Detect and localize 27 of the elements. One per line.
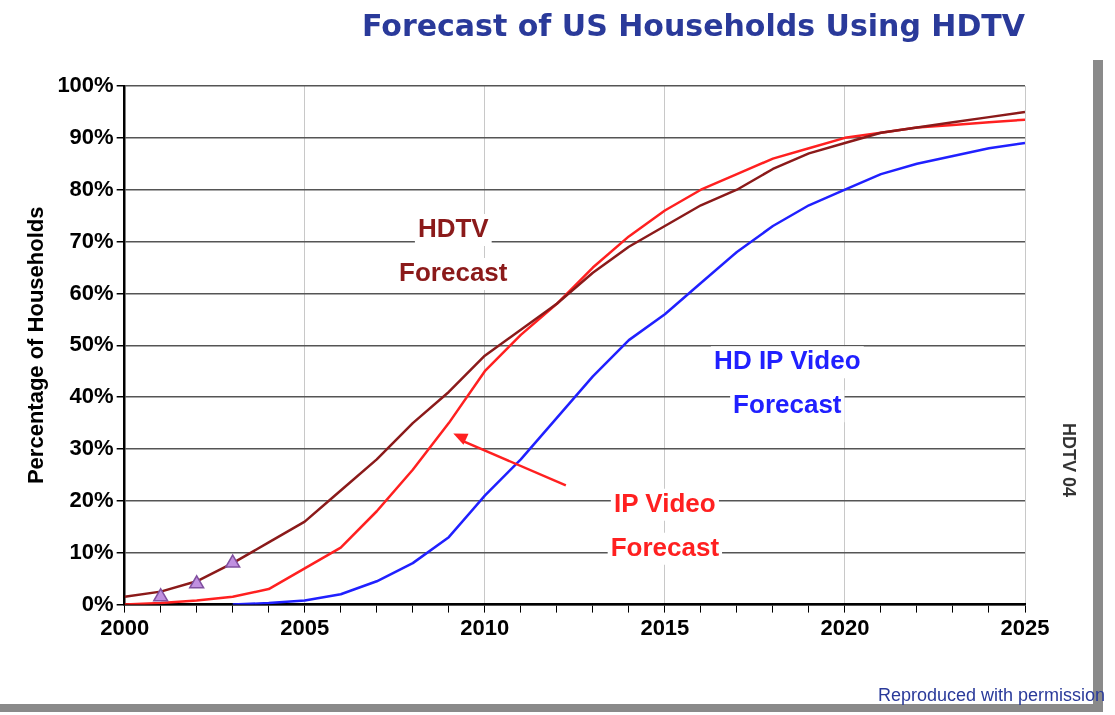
x-tick-label: 2005 xyxy=(280,614,330,640)
y-tick-label: 40% xyxy=(69,383,114,409)
y-tick-label: 80% xyxy=(69,175,114,201)
x-tick-label: 2000 xyxy=(100,614,150,640)
y-tick-label: 0% xyxy=(81,590,114,616)
y-tick-label: 50% xyxy=(69,331,114,357)
text: Reproduced with permission xyxy=(877,684,1105,705)
point xyxy=(225,554,241,568)
text: IP Video Forecast xyxy=(610,487,720,562)
series-label: HDTV Forecast xyxy=(399,213,508,288)
text: HD IP Video Forecast xyxy=(714,345,861,420)
x-tick-label: 2015 xyxy=(640,614,690,640)
y-tick-label: 10% xyxy=(69,538,114,564)
y-tick-label: 30% xyxy=(69,435,114,461)
chart-title: Forecast of US Households Using HDTV xyxy=(362,7,1026,43)
y-tick-label: 90% xyxy=(69,123,114,149)
point xyxy=(153,588,169,602)
point xyxy=(189,575,205,589)
y-tick-label: 100% xyxy=(57,72,114,98)
y-tick-label: 20% xyxy=(69,486,114,512)
y-tick-label: 70% xyxy=(69,227,114,253)
x-tick-label: 2010 xyxy=(460,614,510,640)
x-tick-label: 2020 xyxy=(820,614,870,640)
y-tick-label: 60% xyxy=(69,279,114,305)
text: HDTV 04 xyxy=(1059,422,1080,498)
y-axis-title: Percentage of Households xyxy=(23,206,49,485)
x-tick-label: 2025 xyxy=(1000,614,1050,640)
